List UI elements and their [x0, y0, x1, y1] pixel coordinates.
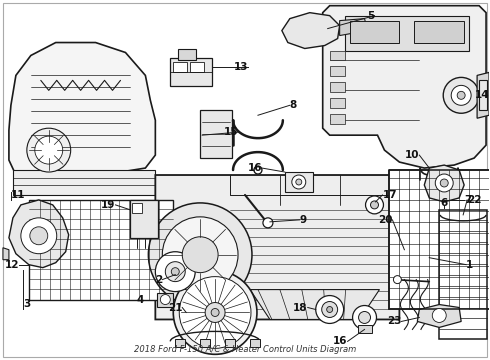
Text: 4: 4: [136, 294, 144, 305]
Bar: [285, 172, 313, 192]
Bar: [171, 58, 212, 86]
Circle shape: [263, 218, 273, 228]
Text: 3: 3: [23, 300, 30, 310]
Text: 16: 16: [247, 163, 262, 173]
Bar: [358, 325, 371, 333]
Circle shape: [370, 201, 378, 209]
Bar: [250, 339, 260, 347]
Circle shape: [160, 294, 171, 305]
Circle shape: [322, 302, 338, 318]
Bar: [349, 21, 399, 42]
Text: 5: 5: [367, 11, 374, 21]
Polygon shape: [340, 19, 368, 36]
Polygon shape: [250, 289, 379, 319]
Circle shape: [359, 311, 370, 323]
Circle shape: [435, 174, 453, 192]
Bar: [130, 200, 158, 238]
Text: 14: 14: [474, 90, 489, 100]
Bar: [330, 50, 344, 60]
Circle shape: [451, 85, 471, 105]
Circle shape: [165, 262, 185, 282]
Polygon shape: [3, 248, 9, 260]
Bar: [225, 339, 235, 347]
Circle shape: [35, 136, 63, 164]
Text: 15: 15: [223, 127, 238, 137]
Text: 8: 8: [290, 100, 297, 110]
Text: 18: 18: [293, 302, 308, 312]
Bar: [330, 98, 344, 108]
Circle shape: [316, 296, 343, 323]
Circle shape: [254, 166, 262, 174]
Polygon shape: [9, 200, 69, 268]
Circle shape: [432, 309, 446, 323]
Text: 20: 20: [378, 215, 392, 225]
Text: 2018 Ford F-150 A/C & Heater Control Units Diagram: 2018 Ford F-150 A/C & Heater Control Uni…: [134, 345, 356, 354]
Bar: [132, 203, 143, 213]
Bar: [439, 210, 487, 339]
Circle shape: [440, 179, 448, 187]
Text: 16: 16: [333, 336, 347, 346]
Polygon shape: [282, 13, 340, 49]
Text: 1: 1: [466, 260, 473, 270]
Bar: [390, 170, 490, 310]
Circle shape: [393, 276, 401, 284]
Text: 10: 10: [405, 150, 419, 160]
Circle shape: [327, 306, 333, 312]
Circle shape: [30, 227, 48, 245]
Text: 11: 11: [11, 190, 25, 200]
Circle shape: [182, 237, 218, 273]
Text: 2: 2: [155, 275, 162, 285]
Bar: [344, 15, 469, 50]
Circle shape: [21, 218, 57, 254]
Circle shape: [172, 268, 179, 276]
Circle shape: [148, 203, 252, 306]
Bar: [173, 62, 187, 72]
Bar: [200, 110, 232, 158]
Circle shape: [27, 128, 71, 172]
Polygon shape: [424, 165, 464, 202]
Polygon shape: [9, 42, 155, 182]
Bar: [415, 21, 464, 42]
Text: 12: 12: [4, 260, 19, 270]
Bar: [330, 114, 344, 124]
Text: 21: 21: [168, 302, 182, 312]
Text: 7: 7: [464, 195, 471, 205]
Circle shape: [173, 271, 257, 354]
Bar: [175, 339, 185, 347]
Bar: [190, 62, 204, 72]
Circle shape: [155, 252, 195, 292]
Text: 22: 22: [467, 195, 482, 205]
Text: 17: 17: [383, 190, 397, 200]
Text: 6: 6: [441, 198, 448, 208]
Bar: [200, 339, 210, 347]
Circle shape: [205, 302, 225, 323]
Polygon shape: [323, 6, 486, 168]
Text: 19: 19: [101, 200, 116, 210]
Polygon shape: [417, 305, 461, 328]
Circle shape: [292, 175, 306, 189]
Bar: [29, 200, 173, 300]
Bar: [330, 82, 344, 92]
Bar: [157, 293, 173, 306]
Circle shape: [211, 309, 219, 316]
Text: 13: 13: [234, 62, 248, 72]
Circle shape: [366, 196, 384, 214]
Circle shape: [179, 276, 251, 348]
Circle shape: [353, 306, 376, 329]
Circle shape: [443, 77, 479, 113]
Bar: [479, 80, 487, 110]
Bar: [178, 49, 196, 60]
Bar: [390, 170, 490, 310]
Text: 23: 23: [387, 316, 401, 327]
Circle shape: [162, 217, 238, 293]
Bar: [330, 67, 344, 76]
Polygon shape: [155, 175, 434, 319]
Polygon shape: [13, 170, 155, 195]
Text: 9: 9: [300, 215, 307, 225]
Polygon shape: [477, 72, 489, 118]
Circle shape: [457, 91, 465, 99]
Circle shape: [296, 179, 302, 185]
